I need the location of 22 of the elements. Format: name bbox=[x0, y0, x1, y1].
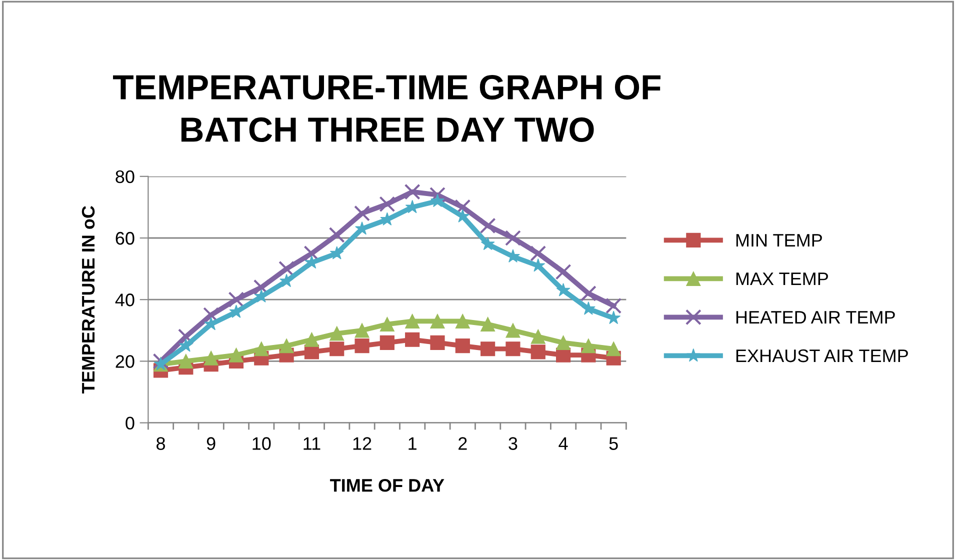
x-tick-label: 8 bbox=[156, 437, 165, 450]
x-tick-label: 4 bbox=[558, 437, 568, 450]
x-tick-label: 9 bbox=[206, 437, 216, 450]
x-axis-title: TIME OF DAY bbox=[330, 478, 444, 492]
y-tick-label: 0 bbox=[126, 416, 134, 430]
legend-label: HEATED AIR TEMP bbox=[736, 311, 895, 324]
x-tick-label: 10 bbox=[252, 437, 271, 450]
x-tick-label: 12 bbox=[353, 437, 372, 450]
x-tick-label: 3 bbox=[508, 437, 518, 450]
x-tick-label: 2 bbox=[458, 437, 467, 450]
y-tick-label: 60 bbox=[116, 232, 134, 245]
legend-label: MIN TEMP bbox=[736, 234, 822, 247]
y-tick-label: 40 bbox=[115, 294, 134, 306]
y-tick-label: 20 bbox=[116, 355, 134, 368]
y-axis-title: TEMPERATURE IN oC bbox=[82, 206, 95, 394]
legend-label: MAX TEMP bbox=[736, 272, 828, 286]
x-tick-label: 5 bbox=[609, 437, 618, 450]
x-tick-label: 1 bbox=[408, 437, 416, 450]
y-tick-label: 80 bbox=[116, 170, 134, 184]
x-tick-label: 11 bbox=[304, 437, 320, 450]
chart-title: TEMPERATURE-TIME GRAPH OF BATCH THREE DAY TWO bbox=[113, 75, 660, 142]
legend-label: EXHAUST AIR TEMP bbox=[736, 349, 908, 362]
